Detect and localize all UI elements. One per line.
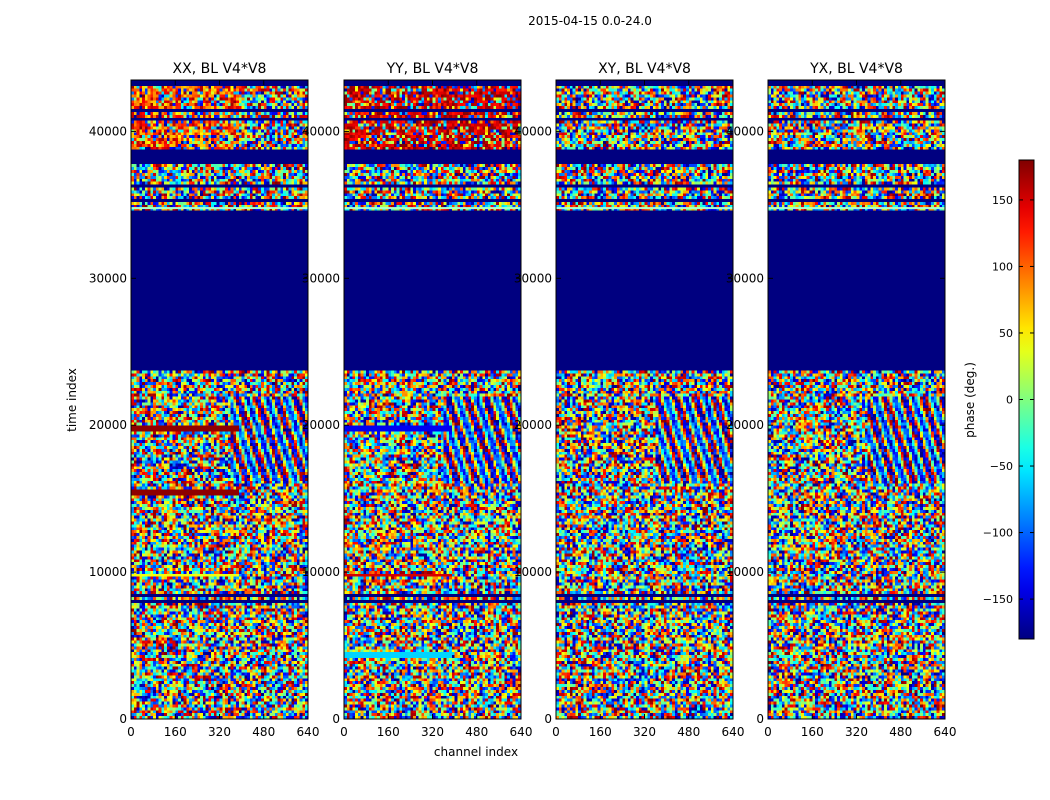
x-tick-label: 640 <box>934 725 957 739</box>
heatmap-image-XY <box>556 80 733 719</box>
y-tick-label: 30000 <box>89 271 127 285</box>
heatmap-image-YX <box>768 80 945 719</box>
colorbar-tick-label: 100 <box>992 260 1013 273</box>
x-tick-label: 640 <box>722 725 745 739</box>
panel-title-XY: XY, BL V4*V8 <box>598 61 691 77</box>
y-tick-label: 40000 <box>302 124 340 138</box>
x-tick-label: 320 <box>633 725 656 739</box>
y-tick-label: 0 <box>332 712 340 726</box>
y-tick-label: 10000 <box>514 565 552 579</box>
y-tick-label: 40000 <box>89 124 127 138</box>
colorbar-tick-label: −100 <box>983 527 1013 540</box>
y-tick-label: 0 <box>544 712 552 726</box>
colorbar-tick-label: 150 <box>992 194 1013 207</box>
y-axis-label: time index <box>65 368 79 432</box>
x-tick-label: 480 <box>252 725 275 739</box>
y-tick-label: 30000 <box>302 271 340 285</box>
colorbar-label: phase (deg.) <box>963 362 977 438</box>
x-tick-label: 160 <box>801 725 824 739</box>
x-tick-label: 640 <box>510 725 533 739</box>
x-tick-label: 0 <box>764 725 772 739</box>
separator-line <box>768 207 945 210</box>
y-tick-label: 20000 <box>514 418 552 432</box>
separator-line <box>344 207 521 210</box>
y-tick-label: 0 <box>756 712 764 726</box>
x-axis-label: channel index <box>434 745 518 759</box>
colorbar-tick-label: −50 <box>990 460 1013 473</box>
x-tick-label: 480 <box>889 725 912 739</box>
heatmap-image-YY <box>344 80 521 719</box>
x-tick-label: 160 <box>589 725 612 739</box>
y-tick-label: 0 <box>119 712 127 726</box>
y-tick-label: 30000 <box>514 271 552 285</box>
separator-line <box>131 207 308 210</box>
x-tick-label: 160 <box>377 725 400 739</box>
x-tick-label: 480 <box>677 725 700 739</box>
x-tick-label: 320 <box>208 725 231 739</box>
y-tick-label: 10000 <box>89 565 127 579</box>
y-tick-label: 40000 <box>726 124 764 138</box>
separator-line <box>556 207 733 210</box>
x-tick-label: 160 <box>164 725 187 739</box>
x-tick-label: 0 <box>127 725 135 739</box>
panel-title-YX: YX, BL V4*V8 <box>809 61 903 77</box>
y-tick-label: 40000 <box>514 124 552 138</box>
x-tick-label: 320 <box>845 725 868 739</box>
panel-title-YY: YY, BL V4*V8 <box>386 61 479 77</box>
x-tick-label: 480 <box>465 725 488 739</box>
colorbar-tick-label: 0 <box>1006 394 1013 407</box>
y-tick-label: 20000 <box>89 418 127 432</box>
panel-title-XX: XX, BL V4*V8 <box>173 61 267 77</box>
y-tick-label: 10000 <box>726 565 764 579</box>
x-tick-label: 0 <box>552 725 560 739</box>
figure-title: 2015-04-15 0.0-24.0 <box>528 14 652 28</box>
y-tick-label: 20000 <box>726 418 764 432</box>
x-tick-label: 0 <box>340 725 348 739</box>
x-tick-label: 640 <box>297 725 320 739</box>
y-tick-label: 20000 <box>302 418 340 432</box>
y-tick-label: 30000 <box>726 271 764 285</box>
heatmap-image-XX <box>131 80 308 719</box>
colorbar-tick-label: 50 <box>999 327 1013 340</box>
y-tick-label: 10000 <box>302 565 340 579</box>
colorbar-tick-label: −150 <box>983 593 1013 606</box>
x-tick-label: 320 <box>421 725 444 739</box>
